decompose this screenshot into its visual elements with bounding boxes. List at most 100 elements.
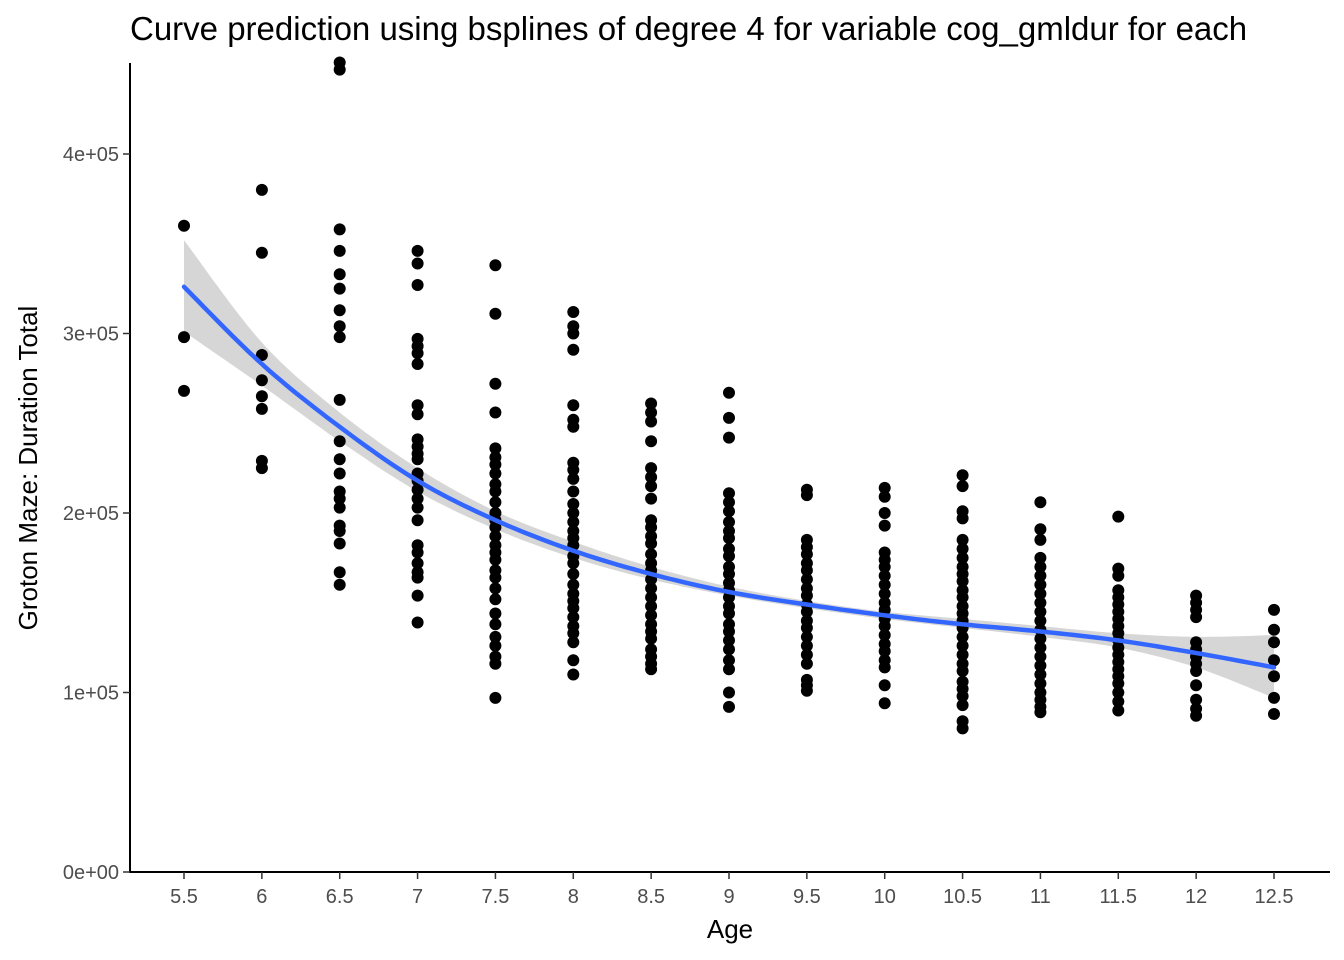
data-points-layer [178,56,1280,735]
data-point [489,553,502,566]
data-point [878,645,891,658]
data-point [567,485,580,498]
data-point [723,487,735,500]
data-point [411,571,424,584]
data-point [723,532,735,545]
data-point [567,668,580,681]
data-point [1268,691,1280,704]
data-point [489,521,502,534]
data-point [800,684,813,697]
data-point [255,349,268,361]
data-point [645,492,658,505]
data-point [489,530,502,543]
data-point [956,512,969,525]
x-tick-label: 10.5 [943,886,982,908]
data-point [878,569,891,582]
data-point [1034,632,1047,645]
data-point [567,602,580,615]
data-point [956,630,969,643]
data-point [645,548,658,561]
data-point [1268,654,1280,667]
data-point [333,453,346,466]
x-tick-label: 9 [723,886,734,908]
data-point [723,643,735,656]
data-point [489,377,502,390]
data-point [333,320,346,333]
data-point [878,697,891,710]
data-point [489,307,502,320]
data-point [567,557,580,570]
data-point [255,402,268,415]
x-tick-label: 6.5 [326,886,354,908]
data-point [800,564,813,577]
data-point [956,591,969,604]
data-point [723,431,735,444]
data-point [1190,679,1203,692]
data-point [567,507,580,519]
x-tick-label: 11.5 [1100,886,1137,908]
data-point [333,578,346,591]
data-point [255,462,268,475]
data-point [956,639,969,652]
x-tick-label: 11 [1030,886,1051,908]
data-point [956,551,969,564]
data-point [800,573,813,586]
data-point [645,480,658,493]
data-point [645,609,658,622]
data-point [333,501,346,514]
data-point [489,406,502,419]
data-point [489,618,502,631]
data-point [567,636,580,649]
data-point [333,244,346,257]
data-point [333,223,346,236]
data-point [567,306,580,318]
x-tick-label: 12 [1185,886,1207,908]
data-point [1034,496,1047,509]
data-point [645,591,658,604]
data-point [567,472,580,485]
data-point [1190,665,1203,677]
data-point [1112,510,1125,523]
data-point [1034,533,1047,546]
data-point [567,611,580,624]
data-point [1268,623,1280,636]
data-point [878,490,891,503]
data-point [645,600,658,613]
data-point [411,347,424,360]
data-point [489,442,502,455]
data-point [956,542,969,555]
data-point [489,259,502,272]
data-point [956,469,969,482]
data-point [723,386,735,399]
data-point [800,621,813,634]
x-tick-label: 9.5 [793,886,821,908]
y-tick-label: 0e+00 [63,862,119,884]
data-point [333,525,346,537]
data-point [878,519,891,532]
data-point [1034,677,1047,690]
data-point [723,607,735,620]
data-point [723,568,735,580]
data-point [411,483,424,496]
data-point [489,467,502,480]
data-point [1034,523,1047,536]
data-point [567,627,580,640]
data-point [567,399,580,412]
data-point [956,699,969,712]
data-point [489,571,502,584]
data-point [800,548,813,561]
data-point [956,575,969,588]
data-point [800,657,813,670]
data-point [723,516,735,528]
data-point [723,496,735,509]
y-tick-label: 1e+05 [63,683,119,705]
data-point [255,390,268,403]
data-point [723,686,735,699]
data-point [489,607,502,620]
data-point [878,629,891,642]
data-point [723,700,735,713]
x-tick-label: 10 [874,886,896,908]
data-point [723,663,735,676]
data-point [878,507,891,519]
